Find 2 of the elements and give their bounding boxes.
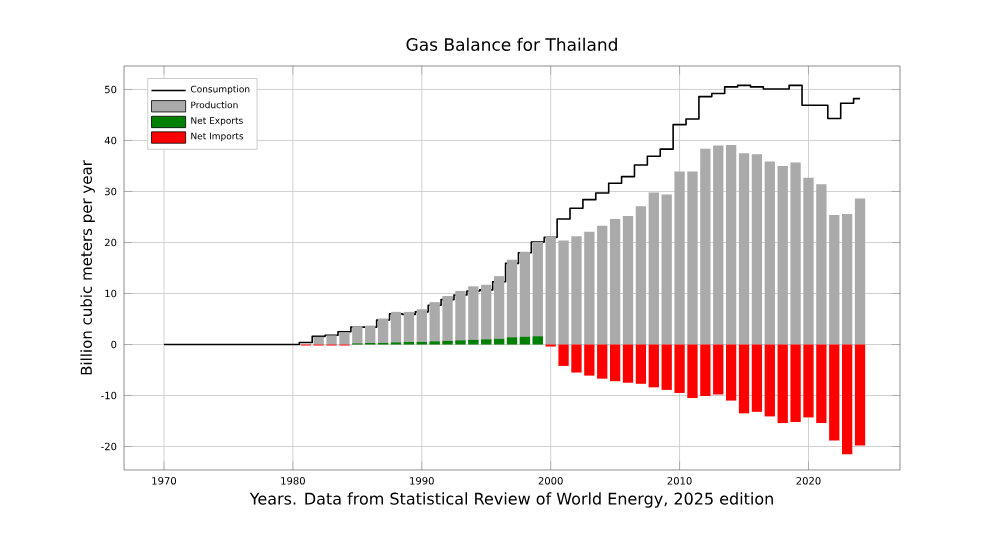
chart-title: Gas Balance for Thailand — [406, 37, 617, 51]
x-axis-title: Years. Data from Statistical Review of World Energy, 2025 edition — [249, 492, 773, 508]
